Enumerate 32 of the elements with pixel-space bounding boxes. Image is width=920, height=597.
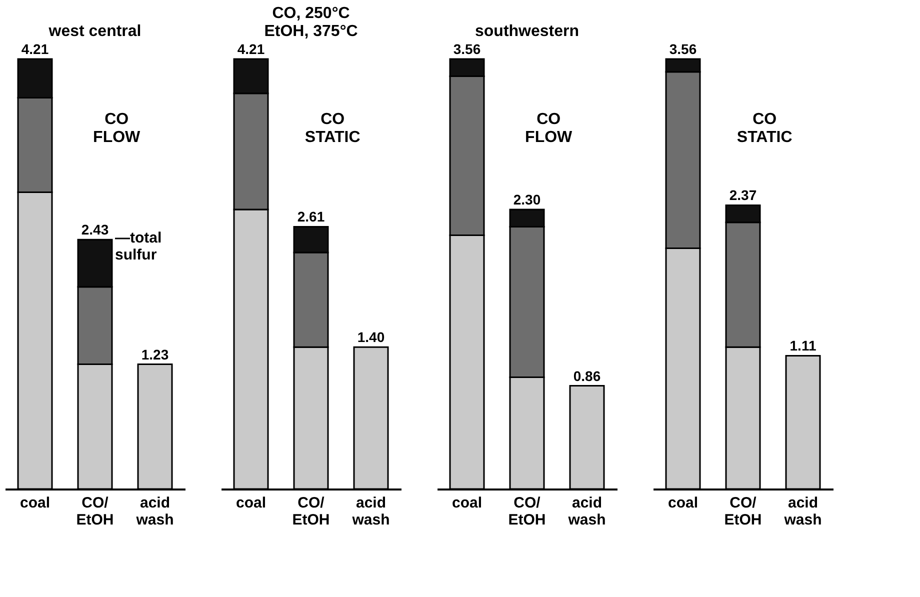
annotation: 3.56 <box>669 41 697 57</box>
x-tick-label: acid wash <box>351 494 390 528</box>
annotation: CO STATIC <box>304 111 361 146</box>
annotation: 2.37 <box>729 187 757 204</box>
annotation: 1.23 <box>141 346 169 362</box>
annotation: 2.43 <box>81 222 109 238</box>
annotation: CO STATIC <box>736 111 793 146</box>
chart-title: southwestern <box>474 23 580 40</box>
annotation: —total sulfur <box>115 230 162 264</box>
x-tick-label: CO/ EtOH <box>76 494 114 528</box>
x-tick-label: CO/ EtOH <box>508 494 546 528</box>
chart-title: CO, 250°C EtOH, 375°C <box>264 5 358 40</box>
x-tick-label: acid wash <box>567 494 606 528</box>
x-tick-label: acid wash <box>783 494 822 528</box>
x-tick-label: CO/ EtOH <box>724 494 762 528</box>
annotation: 2.61 <box>297 208 325 225</box>
annotation: 4.21 <box>21 41 49 57</box>
x-tick-label: CO/ EtOH <box>292 494 330 528</box>
x-tick-label: coal <box>20 494 50 512</box>
x-tick-label: coal <box>452 494 482 512</box>
annotation: CO FLOW <box>93 111 142 146</box>
x-tick-label: coal <box>236 494 266 512</box>
annotation: CO FLOW <box>525 111 574 146</box>
x-tick-label: acid wash <box>135 494 174 528</box>
annotation: 2.30 <box>513 192 541 208</box>
annotation: 1.40 <box>357 329 385 346</box>
x-tick-label: coal <box>668 494 698 512</box>
annotation: 1.11 <box>790 338 816 354</box>
chart-title: west central <box>48 23 142 40</box>
annotation: 3.56 <box>453 41 481 57</box>
annotation: 0.86 <box>573 368 601 384</box>
annotation: 4.21 <box>237 41 265 57</box>
